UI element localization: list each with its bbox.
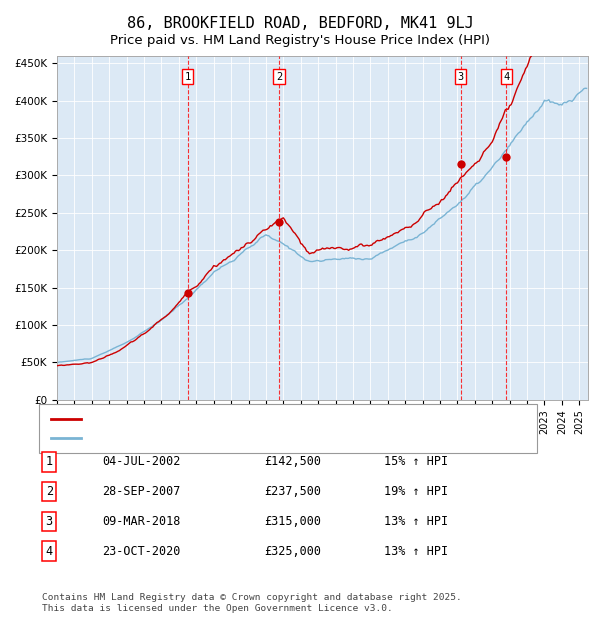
Text: 1: 1 — [46, 456, 53, 468]
Text: 13% ↑ HPI: 13% ↑ HPI — [384, 515, 448, 528]
Text: 2: 2 — [46, 485, 53, 498]
Text: HPI: Average price, semi-detached house, Bedford: HPI: Average price, semi-detached house,… — [87, 433, 362, 443]
Text: £142,500: £142,500 — [264, 456, 321, 468]
Text: £237,500: £237,500 — [264, 485, 321, 498]
Text: 1: 1 — [184, 72, 191, 82]
Text: 4: 4 — [46, 545, 53, 557]
Text: £325,000: £325,000 — [264, 545, 321, 557]
Text: 09-MAR-2018: 09-MAR-2018 — [102, 515, 181, 528]
Text: 28-SEP-2007: 28-SEP-2007 — [102, 485, 181, 498]
Text: 04-JUL-2002: 04-JUL-2002 — [102, 456, 181, 468]
Text: Contains HM Land Registry data © Crown copyright and database right 2025.
This d: Contains HM Land Registry data © Crown c… — [42, 593, 462, 613]
Text: Price paid vs. HM Land Registry's House Price Index (HPI): Price paid vs. HM Land Registry's House … — [110, 34, 490, 47]
Text: 23-OCT-2020: 23-OCT-2020 — [102, 545, 181, 557]
Text: 3: 3 — [458, 72, 464, 82]
Text: 19% ↑ HPI: 19% ↑ HPI — [384, 485, 448, 498]
Text: 3: 3 — [46, 515, 53, 528]
Text: 2: 2 — [276, 72, 282, 82]
Text: 15% ↑ HPI: 15% ↑ HPI — [384, 456, 448, 468]
Text: 13% ↑ HPI: 13% ↑ HPI — [384, 545, 448, 557]
Text: 86, BROOKFIELD ROAD, BEDFORD, MK41 9LJ (semi-detached house): 86, BROOKFIELD ROAD, BEDFORD, MK41 9LJ (… — [87, 414, 461, 424]
Text: £315,000: £315,000 — [264, 515, 321, 528]
Text: 4: 4 — [503, 72, 509, 82]
Text: 86, BROOKFIELD ROAD, BEDFORD, MK41 9LJ: 86, BROOKFIELD ROAD, BEDFORD, MK41 9LJ — [127, 16, 473, 30]
